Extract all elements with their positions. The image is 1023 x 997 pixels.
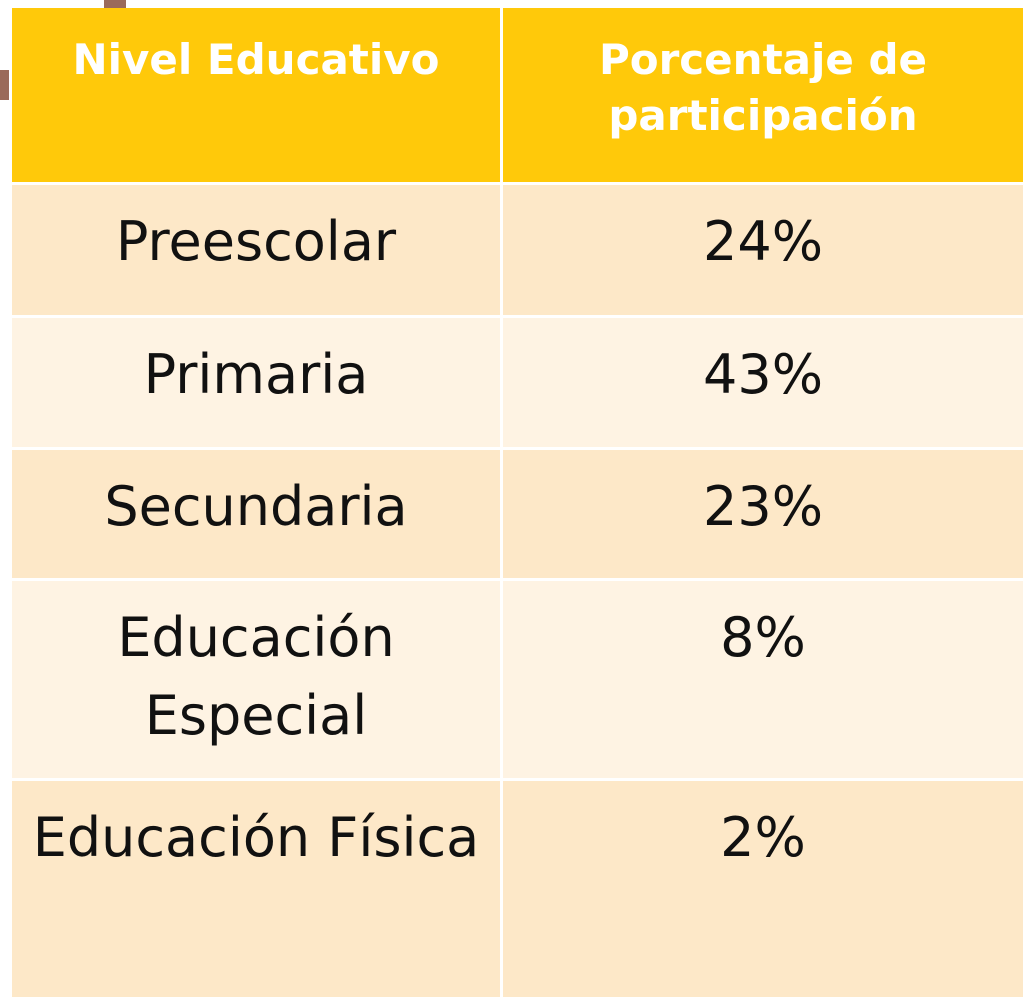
decoration xyxy=(104,0,126,8)
table-cell: Primaria xyxy=(12,318,500,447)
header-cell: Nivel Educativo xyxy=(12,8,500,182)
table-cell: Educación Física xyxy=(12,781,500,997)
table-cell: 43% xyxy=(503,318,1023,447)
header-cell: Porcentaje de participación xyxy=(503,8,1023,182)
decoration xyxy=(0,70,9,100)
table-cell: Secundaria xyxy=(12,450,500,578)
table-cell: 2% xyxy=(503,781,1023,997)
table-cell: 24% xyxy=(503,185,1023,315)
table-cell: 8% xyxy=(503,581,1023,778)
table-cell: Preescolar xyxy=(12,185,500,315)
table-cell: 23% xyxy=(503,450,1023,578)
table-cell: Educación Especial xyxy=(12,581,500,778)
